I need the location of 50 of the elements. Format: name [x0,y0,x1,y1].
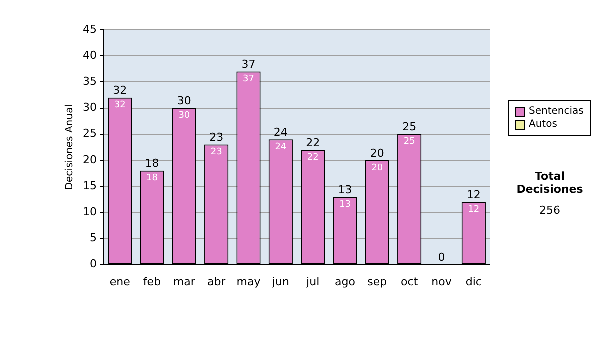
data-label: 12 [468,205,480,216]
y-axis-title: Decisiones Anual [64,104,76,190]
text: Total Decisiones [516,170,584,196]
total-label: 30 [177,94,192,108]
data-label: 30 [178,111,190,122]
data-label: 24 [275,142,287,152]
x-tick-label: oct [401,275,419,288]
x-tick-label: nov [432,275,452,288]
data-label: 37 [243,74,254,85]
data-label: 25 [404,137,416,148]
total-label: 37 [242,58,256,72]
data-label: 23 [210,148,222,158]
y-tick-label: 45 [82,22,97,36]
total-label: 24 [274,126,288,139]
y-tick-label: 25 [82,127,97,140]
text: 256 [538,204,562,217]
data-label: 32 [114,100,126,111]
total-label: 25 [402,120,417,134]
total-label: 23 [210,131,224,144]
y-tick-label: 10 [82,205,97,218]
total-label: 18 [145,157,160,170]
y-tick-label: 15 [82,179,97,192]
total-label: 22 [306,136,320,150]
legend-label: Sentencias [528,106,584,117]
total-label: 20 [370,146,384,160]
y-tick-label: 30 [82,101,97,114]
x-tick-label: jun [271,275,290,288]
y-tick-label: 40 [82,48,97,62]
x-tick-label: sep [368,275,388,288]
x-tick-label: feb [143,275,162,288]
y-tick-label: 35 [82,75,97,88]
y-tick-label: 0 [90,258,97,271]
total-label: 0 [438,251,446,264]
data-label: 13 [340,200,351,210]
data-label: 18 [146,174,158,184]
x-tick-label: mar [173,275,196,288]
x-tick-label: ene [110,275,131,288]
total-label: 13 [338,183,352,196]
x-tick-label: may [236,275,262,288]
x-tick-label: abr [207,275,226,288]
y-tick-label: 5 [90,232,97,245]
y-tick-label: 20 [82,153,97,166]
x-tick-label: ago [335,275,356,288]
data-label: 22 [307,152,319,163]
x-tick-label: dic [466,275,482,288]
data-label: 20 [372,163,384,174]
total-label: 12 [466,188,481,202]
legend-label: Autos [528,119,558,130]
x-tick-label: jul [306,275,320,288]
total-label: 32 [113,84,128,98]
